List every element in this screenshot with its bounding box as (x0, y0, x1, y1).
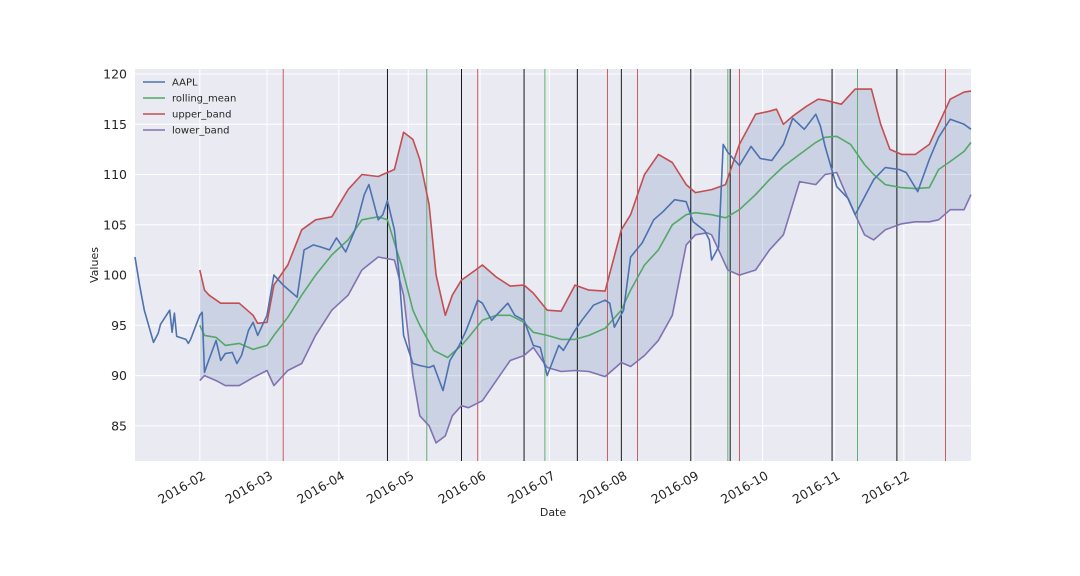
x-tick-label: 2016-10 (718, 468, 771, 507)
series-line-upper-band (199, 88, 972, 325)
y-tick-label: 115 (103, 117, 127, 132)
y-tick-labels: 85 90 95 100 105 110 115 120 (103, 67, 127, 434)
y-tick-label: 120 (103, 67, 127, 82)
x-tick-label: 2016-08 (577, 468, 630, 507)
legend-label: rolling_mean (172, 94, 236, 105)
x-tick-label: 2016-06 (436, 468, 489, 507)
legend-label: upper_band (172, 110, 231, 121)
x-tick-label: 2016-07 (505, 468, 558, 507)
y-tick-label: 85 (111, 418, 127, 433)
legend-label: lower_band (172, 126, 230, 137)
legend-label: AAPL (172, 78, 198, 89)
x-tick-label: 2016-02 (155, 468, 208, 507)
legend: AAPL rolling_mean upper_band lower_band (143, 78, 236, 137)
y-tick-label: 105 (103, 217, 127, 232)
y-tick-label: 90 (111, 368, 127, 383)
signal-lines (282, 69, 946, 461)
x-tick-label: 2016-03 (222, 468, 275, 507)
x-tick-label: 2016-05 (364, 468, 417, 507)
y-axis-title: Values (88, 247, 101, 283)
x-axis-title: Date (540, 506, 567, 519)
series-line-aapl (134, 113, 972, 392)
band-fill-area (199, 89, 972, 443)
y-tick-label: 110 (103, 167, 127, 182)
x-tick-label: 2016-11 (790, 468, 843, 507)
x-tick-label: 2016-04 (294, 468, 347, 507)
x-tick-label: 2016-09 (649, 468, 702, 507)
series-line-lower-band (199, 171, 972, 444)
x-tick-label: 2016-12 (859, 468, 912, 507)
series-line-rolling-mean (199, 135, 972, 359)
series-lines (134, 88, 972, 444)
x-tick-labels: 2016-02 2016-03 2016-04 2016-05 2016-06 2016-… (155, 468, 912, 507)
y-tick-label: 95 (111, 318, 127, 333)
y-tick-label: 100 (103, 268, 127, 283)
